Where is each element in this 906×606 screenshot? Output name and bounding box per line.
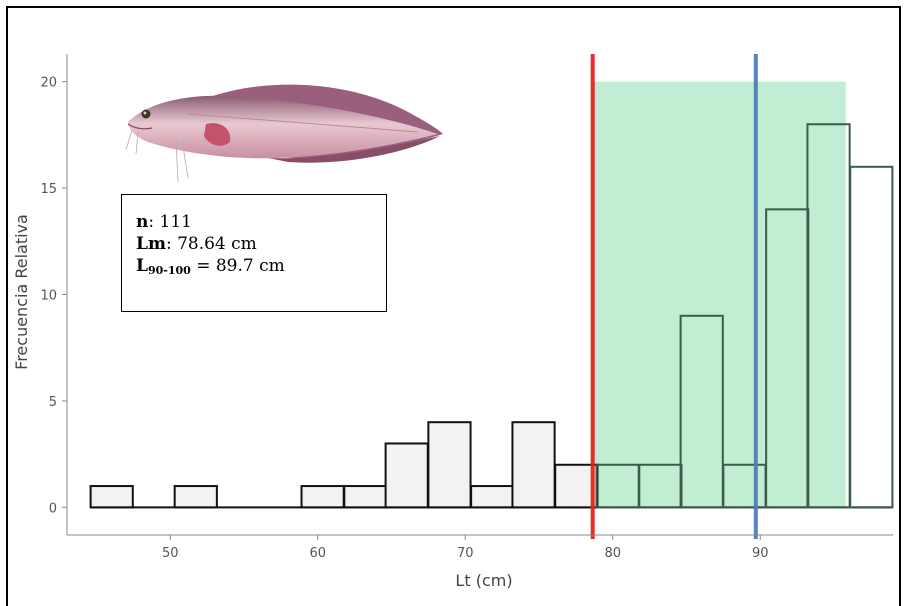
histogram-bar bbox=[470, 485, 515, 509]
x-axis-title: Lt (cm) bbox=[455, 571, 512, 590]
y-tick-label: 15 bbox=[40, 182, 57, 197]
histogram-bar bbox=[679, 314, 724, 509]
y-tick-label: 0 bbox=[49, 501, 57, 516]
n-value: : 111 bbox=[148, 212, 192, 232]
histogram-bar bbox=[384, 442, 429, 509]
histogram-bar bbox=[427, 421, 472, 509]
y-tick-label: 20 bbox=[40, 76, 57, 91]
lm-value: : 78.64 cm bbox=[165, 234, 257, 254]
lm-label: Lm bbox=[136, 234, 166, 254]
highlight-region bbox=[592, 81, 846, 508]
l-label: L bbox=[136, 256, 148, 276]
figure-frame bbox=[6, 6, 901, 606]
n-label: n bbox=[136, 212, 149, 232]
y-tick-label: 10 bbox=[40, 289, 57, 304]
y-tick-label: 5 bbox=[49, 395, 57, 410]
l-value: = 89.7 cm bbox=[190, 256, 285, 276]
x-tick-label: 80 bbox=[604, 546, 621, 561]
histogram-chart: 0 5 10 15 20 50 60 70 80 90 Lt (cm) Frecuencia Re… bbox=[12, 54, 894, 590]
histogram-bar bbox=[343, 485, 388, 509]
histogram-bar bbox=[300, 485, 345, 509]
stats-n-row: n: 111 bbox=[136, 211, 386, 233]
stats-l-row: L90-100 = 89.7 cm bbox=[136, 255, 386, 282]
x-tick-label: 70 bbox=[457, 546, 474, 561]
stats-box: n: 111 Lm: 78.64 cm L90-100 = 89.7 cm bbox=[121, 194, 387, 312]
histogram-bar bbox=[849, 165, 894, 509]
stats-lm-row: Lm: 78.64 cm bbox=[136, 233, 386, 255]
x-tick-label: 90 bbox=[752, 546, 769, 561]
histogram-bar bbox=[511, 421, 556, 509]
x-tick-label: 60 bbox=[309, 546, 326, 561]
l-subscript: 90-100 bbox=[147, 264, 191, 277]
x-tick-label: 50 bbox=[162, 546, 179, 561]
fish-illustration bbox=[125, 84, 443, 183]
y-axis-title: Frecuencia Relativa bbox=[12, 214, 31, 370]
histogram-bar bbox=[173, 485, 218, 509]
histogram-bar bbox=[89, 485, 134, 509]
